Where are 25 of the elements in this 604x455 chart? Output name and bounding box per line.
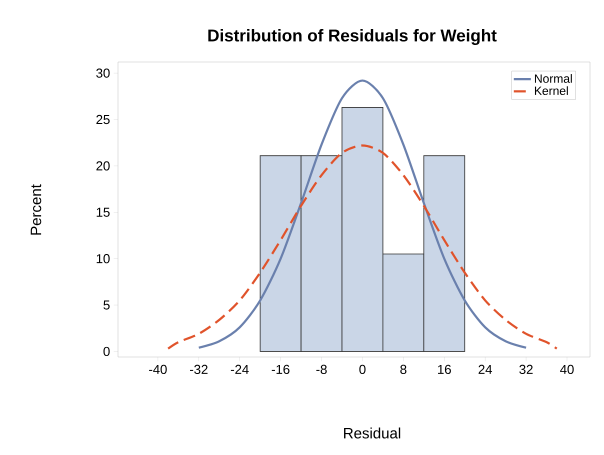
line-series: [167, 144, 558, 350]
y-tick-label: 20: [96, 161, 110, 170]
x-tick-label: -32: [190, 364, 208, 374]
x-tick-label: 8: [400, 364, 406, 374]
legend-label: Normal: [534, 74, 572, 83]
x-tick-label: -16: [272, 364, 290, 374]
y-tick-label: 30: [96, 68, 110, 78]
x-tick-label: -8: [316, 364, 327, 374]
chart-title: Distribution of Residuals for Weight: [208, 29, 497, 45]
x-axis-title: Residual: [344, 427, 400, 438]
x-tick-label: 0: [359, 364, 366, 374]
legend-label: Kernel: [534, 86, 568, 96]
x-tick-label: 32: [519, 364, 533, 374]
y-axis-title: Percent: [30, 184, 42, 235]
y-tick-label: 0: [103, 346, 110, 356]
y-tick-label: 10: [96, 254, 110, 264]
line-series: [198, 79, 528, 349]
x-tick-label: -40: [149, 364, 167, 374]
x-tick-label: 24: [478, 364, 492, 374]
x-tick-label: 40: [560, 364, 574, 374]
y-tick-label: 15: [96, 208, 110, 217]
y-tick-label: 5: [103, 300, 110, 310]
x-tick-label: -24: [230, 364, 249, 374]
y-tick-label: 25: [96, 114, 110, 124]
x-tick-label: 16: [438, 364, 451, 374]
